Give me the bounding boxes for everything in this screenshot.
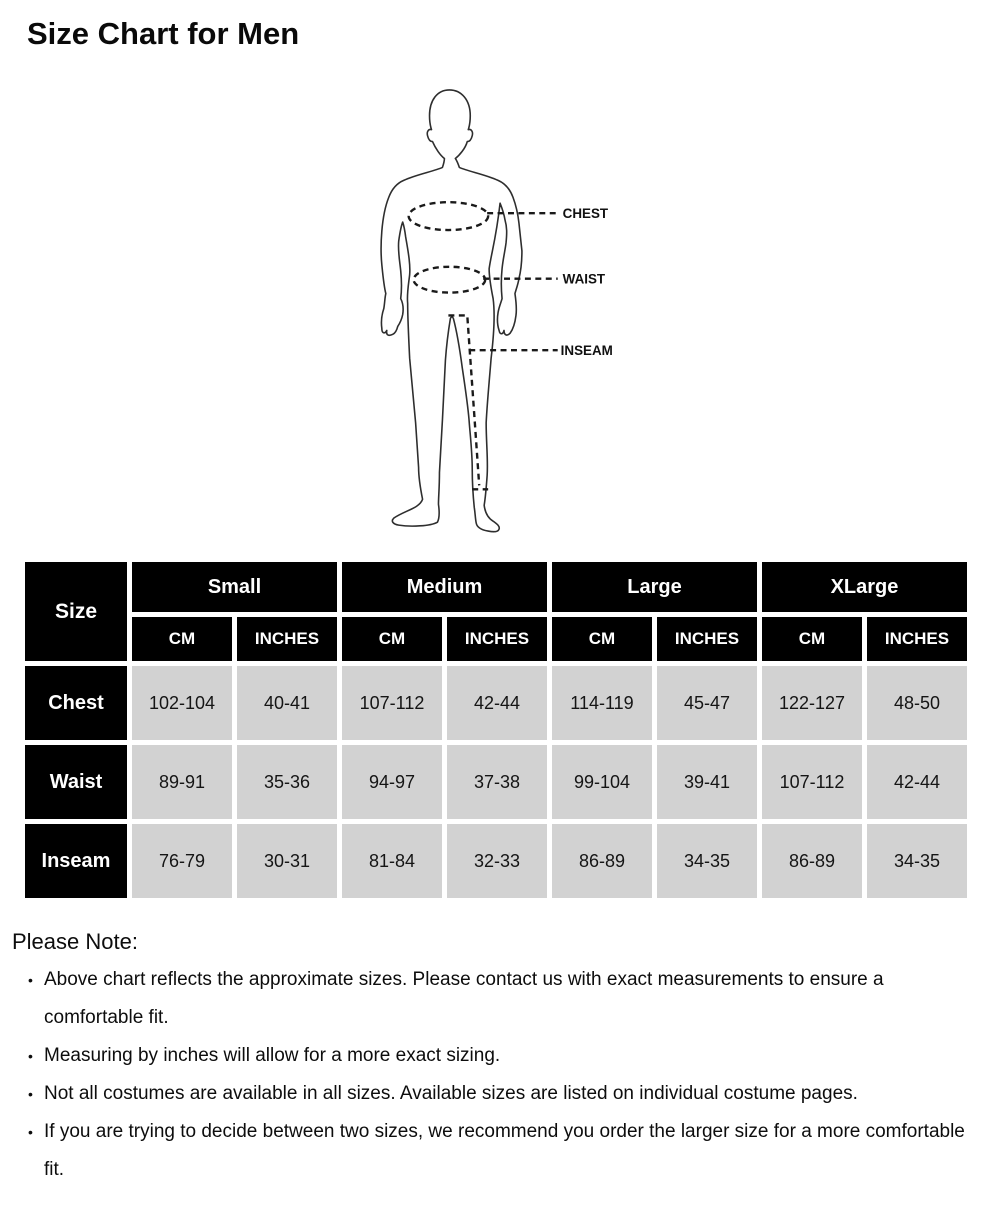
notes-section: Please Note: • Above chart reflects the … <box>12 923 977 1189</box>
unit-header: INCHES <box>447 617 547 661</box>
row-label-chest: Chest <box>25 666 127 740</box>
group-header-medium: Medium <box>342 562 547 612</box>
bullet-icon: • <box>28 1124 33 1140</box>
list-item: • Not all costumes are available in all … <box>12 1075 977 1113</box>
inseam-label: INSEAM <box>561 343 613 358</box>
chest-label: CHEST <box>563 206 609 221</box>
list-item: • Measuring by inches will allow for a m… <box>12 1037 977 1075</box>
table-row-chest: Chest 102-104 40-41 107-112 42-44 114-11… <box>25 666 967 740</box>
body-measurement-diagram: CHEST WAIST INSEAM <box>380 89 613 533</box>
list-item: • Above chart reflects the approximate s… <box>12 961 977 1037</box>
waist-measurement-ellipse <box>412 265 487 294</box>
size-value-cell: 40-41 <box>237 666 337 740</box>
note-text: If you are trying to decide between two … <box>44 1121 965 1180</box>
size-value-cell: 89-91 <box>132 745 232 819</box>
size-value-cell: 114-119 <box>552 666 652 740</box>
size-value-cell: 102-104 <box>132 666 232 740</box>
unit-header: INCHES <box>867 617 967 661</box>
size-value-cell: 42-44 <box>447 666 547 740</box>
row-label-waist: Waist <box>25 745 127 819</box>
group-header-large: Large <box>552 562 757 612</box>
unit-header: CM <box>552 617 652 661</box>
unit-header: INCHES <box>657 617 757 661</box>
table-row-inseam: Inseam 76-79 30-31 81-84 32-33 86-89 34-… <box>25 824 967 898</box>
inseam-dimension-line <box>448 314 489 491</box>
size-value-cell: 34-35 <box>867 824 967 898</box>
group-header-small: Small <box>132 562 337 612</box>
size-value-cell: 48-50 <box>867 666 967 740</box>
size-value-cell: 32-33 <box>447 824 547 898</box>
size-value-cell: 35-36 <box>237 745 337 819</box>
unit-header: CM <box>132 617 232 661</box>
bullet-icon: • <box>28 1048 33 1064</box>
unit-header: CM <box>762 617 862 661</box>
bullet-icon: • <box>28 1086 33 1102</box>
size-value-cell: 107-112 <box>342 666 442 740</box>
size-value-cell: 122-127 <box>762 666 862 740</box>
note-text: Not all costumes are available in all si… <box>44 1083 858 1104</box>
waist-label: WAIST <box>563 272 606 287</box>
notes-heading: Please Note: <box>12 929 138 954</box>
size-value-cell: 76-79 <box>132 824 232 898</box>
size-value-cell: 39-41 <box>657 745 757 819</box>
note-text: Measuring by inches will allow for a mor… <box>44 1045 501 1066</box>
list-item: • If you are trying to decide between tw… <box>12 1113 977 1189</box>
size-value-cell: 30-31 <box>237 824 337 898</box>
chest-measurement-ellipse <box>407 201 490 232</box>
note-text: Above chart reflects the approximate siz… <box>44 969 884 1028</box>
page-title: Size Chart for Men <box>27 16 300 51</box>
size-value-cell: 37-38 <box>447 745 547 819</box>
size-value-cell: 107-112 <box>762 745 862 819</box>
size-value-cell: 45-47 <box>657 666 757 740</box>
size-value-cell: 42-44 <box>867 745 967 819</box>
male-figure-outline <box>380 89 523 533</box>
unit-header: INCHES <box>237 617 337 661</box>
size-value-cell: 81-84 <box>342 824 442 898</box>
size-corner-header: Size <box>25 562 127 661</box>
size-value-cell: 34-35 <box>657 824 757 898</box>
size-chart-table: Size Small Medium Large XLarge CM INCHES… <box>20 557 972 903</box>
group-header-xlarge: XLarge <box>762 562 967 612</box>
size-value-cell: 86-89 <box>762 824 862 898</box>
unit-header: CM <box>342 617 442 661</box>
bullet-icon: • <box>28 972 33 988</box>
table-row-waist: Waist 89-91 35-36 94-97 37-38 99-104 39-… <box>25 745 967 819</box>
size-value-cell: 99-104 <box>552 745 652 819</box>
row-label-inseam: Inseam <box>25 824 127 898</box>
size-value-cell: 86-89 <box>552 824 652 898</box>
size-value-cell: 94-97 <box>342 745 442 819</box>
